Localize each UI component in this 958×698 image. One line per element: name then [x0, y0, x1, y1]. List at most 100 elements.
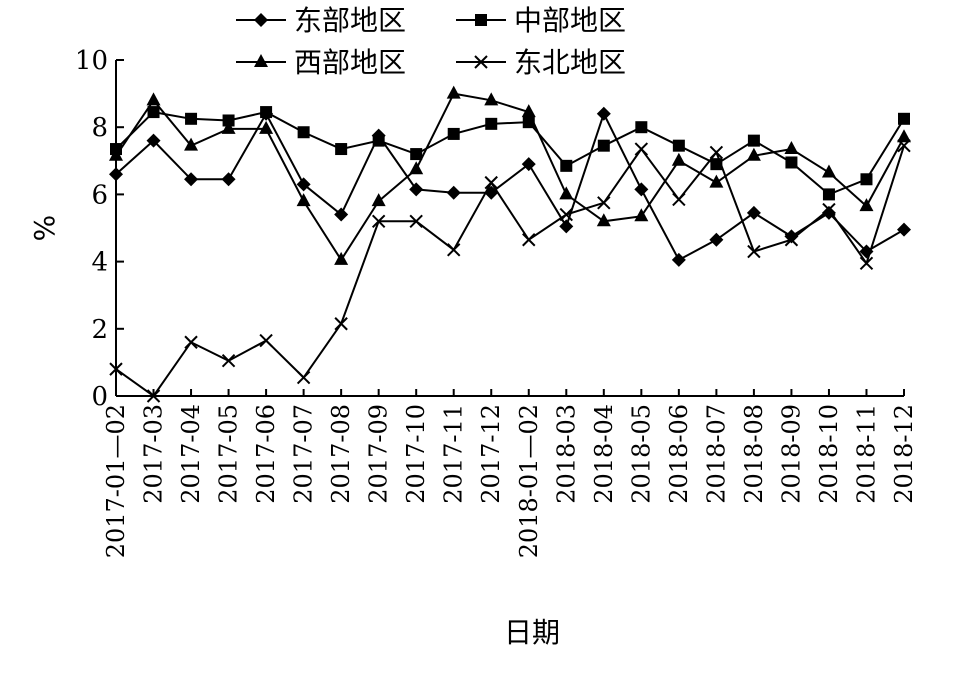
data-point-central: [447, 127, 460, 140]
data-point-west: [184, 137, 199, 151]
data-point-east: [409, 182, 424, 197]
x-tick-label: 2017-11: [440, 404, 468, 504]
series-northeast: [109, 138, 911, 403]
data-point-central: [147, 106, 160, 119]
legend-label: 中部地区: [514, 4, 626, 37]
x-tick-label: 2017-03: [140, 404, 168, 504]
data-point-northeast: [221, 354, 236, 368]
data-point-east: [746, 205, 761, 220]
x-tick-label: 2018-06: [665, 404, 693, 504]
x-ticks: 2017-01—02 2017-03 2017-04 2017-05 2017-06 20…: [102, 389, 918, 558]
y-axis-title: %: [28, 215, 61, 242]
data-point-central: [597, 139, 610, 152]
x-tick-label: 2018-11: [852, 404, 880, 504]
data-point-east: [821, 205, 836, 220]
series-west: [109, 85, 911, 265]
y-ticks: 0 2 4 6 8 10: [75, 46, 124, 412]
y-tick-label: 2: [91, 315, 108, 345]
data-point-east: [221, 172, 236, 187]
data-point-west: [109, 147, 123, 161]
legend-marker: [254, 13, 268, 27]
data-point-west: [709, 174, 724, 188]
x-tick-label: 2017-07: [290, 404, 318, 504]
x-tick-label: 2018-01—02: [515, 404, 543, 558]
data-point-northeast: [784, 233, 799, 247]
data-point-east: [521, 157, 536, 172]
data-point-east: [334, 207, 349, 222]
x-tick-label: 2018-03: [552, 404, 580, 504]
data-point-west: [559, 186, 574, 200]
data-point-northeast: [296, 370, 311, 385]
data-point-west: [521, 104, 536, 118]
data-point-northeast: [559, 207, 573, 222]
data-point-central: [260, 106, 273, 119]
data-point-northeast: [747, 244, 761, 259]
data-point-northeast: [897, 138, 911, 153]
data-point-east: [184, 172, 199, 187]
data-point-west: [784, 141, 799, 155]
series-layer: [109, 85, 911, 403]
legend-entry-west: 西部地区: [236, 46, 406, 79]
x-tick-label: 2017-01—02: [102, 404, 130, 558]
data-point-east: [596, 106, 611, 121]
x-tick-label: 2017-10: [402, 404, 430, 504]
x-tick-label: 2017-05: [215, 404, 243, 504]
series-line-northeast: [115, 145, 905, 398]
axes: [115, 60, 904, 397]
data-point-central: [560, 159, 573, 172]
data-point-central: [297, 126, 310, 139]
x-tick-label: 2018-12: [890, 404, 918, 504]
legend-entry-northeast: 东北地区: [456, 46, 626, 79]
data-point-central: [785, 156, 798, 169]
data-point-northeast: [447, 243, 461, 257]
data-point-east: [296, 177, 311, 192]
data-point-west: [259, 120, 274, 134]
data-point-central: [410, 148, 423, 161]
data-point-northeast: [709, 145, 724, 160]
y-tick-label: 0: [91, 382, 108, 412]
data-point-northeast: [184, 335, 198, 349]
legend-label: 西部地区: [294, 46, 406, 79]
data-point-west: [221, 120, 236, 134]
legend-marker: [474, 55, 488, 69]
data-point-northeast: [146, 389, 161, 403]
legend-entry-central: 中部地区: [456, 4, 626, 37]
series-line-west: [115, 92, 905, 262]
x-tick-label: 2017-06: [252, 404, 280, 504]
data-point-central: [222, 114, 235, 127]
data-point-west: [446, 85, 461, 99]
x-tick-label: 2018-05: [627, 404, 655, 504]
data-point-northeast: [334, 317, 348, 331]
x-tick-label: 2017-09: [365, 404, 393, 504]
data-point-west: [334, 251, 349, 265]
data-point-northeast: [409, 214, 423, 228]
y-tick-label: 10: [75, 46, 108, 76]
data-point-east: [634, 182, 649, 197]
data-point-west: [296, 193, 311, 207]
data-point-east: [559, 219, 574, 234]
data-point-east: [671, 252, 686, 267]
data-point-west: [821, 164, 836, 178]
data-point-west: [484, 92, 499, 106]
y-tick-label: 4: [91, 248, 108, 278]
series-line-east: [115, 111, 905, 262]
x-tick-label: 2018-04: [590, 404, 618, 504]
data-point-central: [335, 143, 348, 156]
data-point-northeast: [859, 256, 874, 270]
data-point-west: [746, 147, 761, 161]
data-point-east: [709, 232, 724, 247]
data-point-central: [822, 188, 835, 201]
data-point-west: [671, 152, 686, 166]
data-point-east: [109, 167, 123, 182]
data-point-central: [747, 134, 760, 147]
legend-marker: [254, 54, 268, 67]
data-point-central: [860, 173, 873, 186]
data-point-northeast: [597, 196, 611, 210]
data-point-northeast: [672, 192, 686, 207]
legend-label: 东北地区: [514, 46, 626, 79]
data-point-central: [672, 139, 685, 152]
data-point-central: [485, 117, 498, 130]
x-tick-label: 2018-09: [777, 404, 805, 504]
